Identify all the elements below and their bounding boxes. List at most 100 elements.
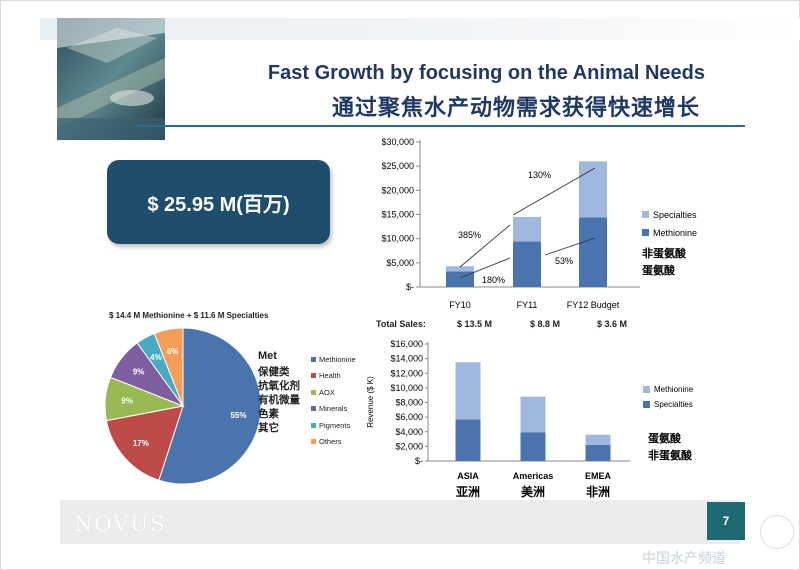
- total-sales-row-label: Total Sales:: [376, 319, 426, 329]
- region-bar-methionine: [520, 432, 546, 461]
- pie-legend-cn: 保健类 抗氧化剂 有机微量 色素 其它: [258, 365, 313, 435]
- region-y-tick-label: $2,000: [395, 441, 423, 451]
- total-sales-label: $ 25.95 M(百万): [147, 193, 290, 216]
- header-strip: [40, 18, 800, 40]
- legend-cn-specialties: 非蛋氨酸: [642, 246, 687, 260]
- region-legend-cn-specialties: 非蛋氨酸: [648, 448, 693, 462]
- callout-53: 53%: [555, 256, 573, 266]
- region-legend-swatch-specialties: [643, 401, 650, 408]
- y-tick-label: $30,000: [381, 137, 414, 147]
- arrow-385: [459, 224, 511, 268]
- title-english: Fast Growth by focusing on the Animal Ne…: [267, 62, 705, 84]
- pie-legend-swatch: [311, 356, 316, 362]
- pie-legend-swatch: [311, 373, 316, 379]
- region-legend-cn-methionine: 蛋氨酸: [648, 431, 682, 445]
- pie-label: 55%: [230, 411, 246, 420]
- legend-swatch-specialties: [642, 211, 649, 218]
- pie-slice: [153, 327, 184, 407]
- y-tick-label: $20,000: [381, 185, 414, 195]
- region-y-tick-label: $4,000: [395, 427, 423, 437]
- region-bar-specialties: [455, 362, 481, 420]
- growth-arrows: [459, 167, 596, 279]
- title-divider: [135, 125, 745, 127]
- x-tick-label: FY11: [517, 300, 538, 310]
- arrow-130: [512, 167, 596, 216]
- legend-methionine: Methionine: [653, 228, 697, 238]
- aquaculture-photo: [57, 18, 165, 140]
- pie-legend-item: Others: [311, 434, 381, 451]
- pie-legend-cn-label: 有机微量: [258, 394, 300, 406]
- callout-180: 180%: [482, 275, 505, 285]
- pie-legend-item: Health: [311, 368, 381, 385]
- pie-chart: 55% 17% 9% 9% 4% 6%: [105, 327, 262, 485]
- legend-swatch-methionine: [642, 229, 649, 236]
- total-sales-americas: $ 8.8 M: [530, 319, 561, 329]
- legend-cn-methionine: 蛋氨酸: [642, 263, 676, 277]
- pie-legend-cn-label: 保健类: [258, 366, 290, 378]
- region-bar-specialties: [585, 434, 611, 445]
- pie-label: 17%: [133, 439, 149, 448]
- pie-legend: Methionine Health AOX Minerals Pigments Other…: [311, 351, 381, 450]
- pie-legend-swatch: [311, 389, 316, 395]
- pie-legend-label: Minerals: [319, 404, 348, 414]
- region-x-tick-label: EMEA: [585, 471, 612, 481]
- legend-specialties: Specialties: [653, 210, 697, 220]
- region-bar-methionine: [455, 419, 481, 461]
- region-y-tick-label: $6,000: [395, 412, 423, 422]
- arrow-180: [459, 257, 511, 279]
- callout-130: 130%: [528, 170, 551, 180]
- watermark-logo: [760, 515, 794, 549]
- pie-legend-label: Health: [319, 371, 341, 381]
- region-legend-swatch-methionine: [643, 386, 650, 393]
- arrow-53: [544, 237, 596, 256]
- y-tick-label: $10,000: [381, 234, 414, 244]
- pie-legend-cn-label: 抗氧化剂: [258, 380, 300, 392]
- region-bar-methionine: [585, 444, 611, 461]
- pie-legend-swatch: [311, 422, 316, 428]
- page-number: 7: [707, 502, 745, 540]
- region-y-tick-label: $14,000: [390, 354, 423, 364]
- region-y-tick-label: $8,000: [395, 398, 423, 408]
- pie-legend-swatch: [311, 406, 316, 412]
- bar-methionine: [513, 241, 541, 287]
- region-legend-specialties: Specialties: [654, 400, 693, 409]
- pie-slice: [158, 327, 262, 485]
- pie-legend-item: Minerals: [311, 401, 381, 418]
- pie-legend-swatch: [311, 439, 316, 445]
- region-y-tick-label: $12,000: [390, 368, 423, 378]
- pie-legend-header: Met: [258, 350, 277, 362]
- y-tick-label: $-: [406, 282, 414, 292]
- region-x-tick-label-cn: 美洲: [521, 484, 545, 499]
- region-bar-chart: $16,000 $14,000 $12,000 $10,000 $8,000 $6,000…: [366, 339, 694, 499]
- watermark-text: 中国水产频道: [642, 551, 726, 567]
- footer-bar: [60, 500, 740, 544]
- x-tick-label: FY10: [449, 300, 471, 310]
- bar-specialties: [513, 216, 541, 242]
- bar-specialties: [579, 161, 607, 218]
- region-y-tick-label: $16,000: [390, 339, 423, 349]
- pie-legend-item: AOX: [311, 384, 381, 401]
- region-y-axis-label: Revenue ($ K): [366, 376, 375, 428]
- region-x-tick-label-cn: 亚洲: [456, 485, 480, 499]
- region-x-tick-label-cn: 非洲: [586, 484, 610, 499]
- pie-label: 9%: [133, 368, 145, 377]
- y-tick-label: $5,000: [386, 258, 414, 268]
- pie-legend-label: Methionine: [319, 354, 356, 364]
- region-y-tick-label: $-: [415, 456, 423, 466]
- region-x-tick-label: Americas: [513, 471, 554, 481]
- pie-legend-cn-label: 色素: [258, 408, 279, 420]
- x-tick-label: FY12 Budget: [567, 300, 620, 310]
- total-sales-asia: $ 13.5 M: [457, 319, 493, 329]
- total-sales-box: $ 25.95 M(百万): [107, 160, 330, 244]
- region-y-tick-label: $10,000: [390, 383, 423, 393]
- y-tick-label: $25,000: [381, 161, 414, 171]
- pie-legend-label: Others: [319, 437, 342, 447]
- y-tick-label: $15,000: [381, 210, 414, 220]
- pie-title: $ 14.4 M Methionine + $ 11.6 M Specialti…: [109, 311, 269, 320]
- pie-legend-item: Pigments: [311, 417, 381, 434]
- pie-legend-label: Pigments: [319, 420, 351, 430]
- total-sales-emea: $ 3.6 M: [597, 319, 628, 329]
- pie-label: 6%: [167, 347, 179, 356]
- callout-385: 385%: [458, 230, 481, 240]
- pie-label: 9%: [121, 397, 133, 406]
